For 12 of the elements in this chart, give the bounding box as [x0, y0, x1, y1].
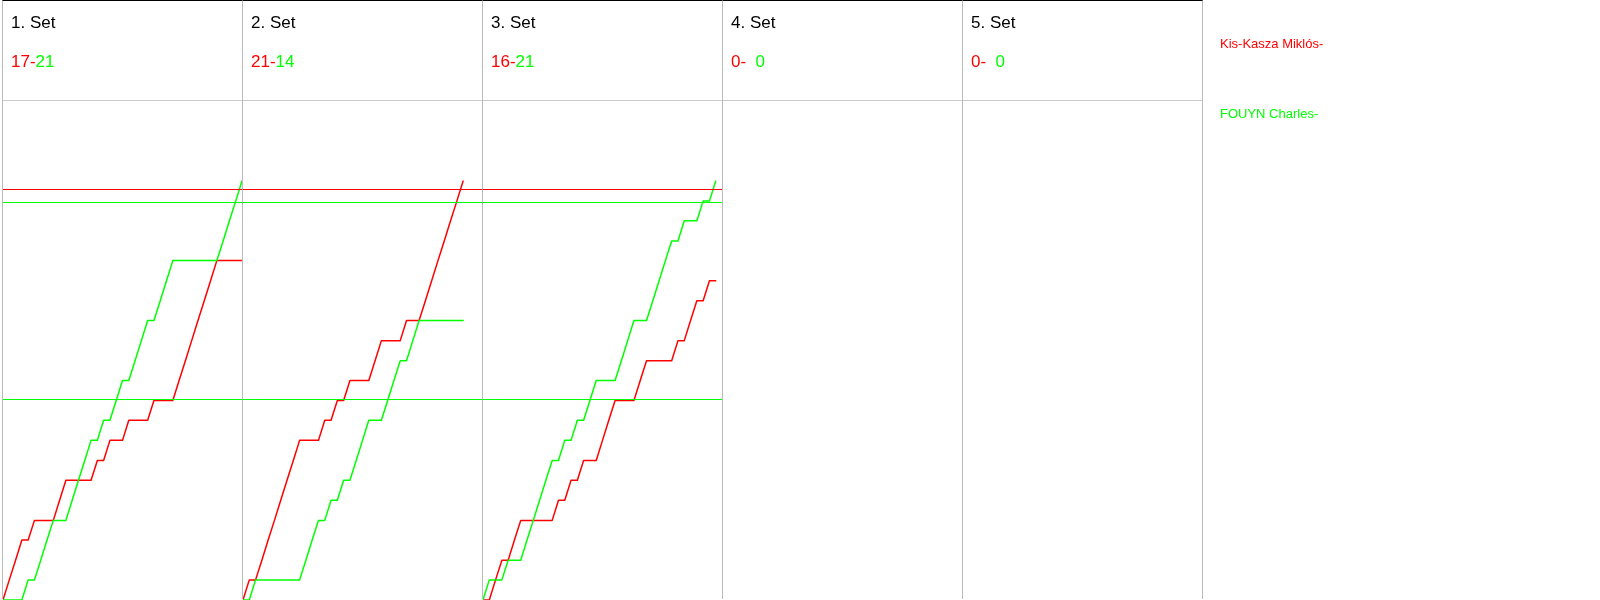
text: 0- 0 — [731, 52, 766, 71]
chart-title: 3. Set — [491, 13, 536, 33]
text: 4. Set — [731, 13, 776, 33]
chart-subtitle: 17-21 — [11, 52, 55, 71]
chart-subtitle: 16-21 — [491, 52, 535, 71]
chart-title: 2. Set — [251, 13, 296, 33]
chart-subtitle: 21-14 — [251, 52, 295, 71]
text: Kis-Kasza Miklós- — [1220, 36, 1324, 51]
chart-title: 1. Set — [11, 13, 56, 33]
text: 0- 0 — [971, 52, 1006, 71]
text: 5. Set — [971, 13, 1016, 33]
text: FOUYN Charles- — [1220, 106, 1319, 121]
